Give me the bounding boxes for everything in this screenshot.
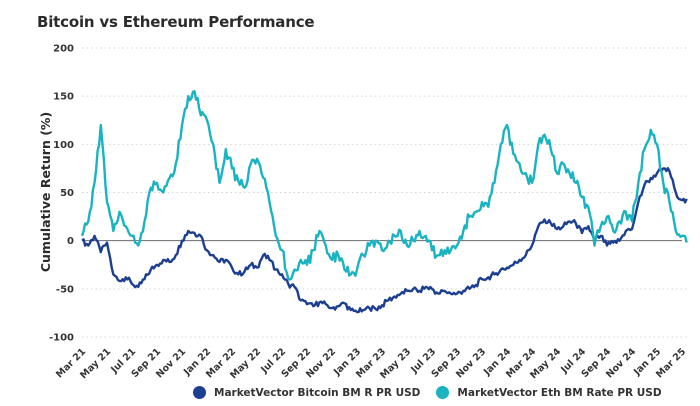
legend-swatch-ethereum xyxy=(436,386,450,399)
y-tick-label: 100 xyxy=(53,140,74,151)
series-line-ethereum xyxy=(80,90,688,281)
y-tick-label: -50 xyxy=(56,284,74,295)
legend-item-ethereum[interactable]: MarketVector Eth BM Rate PR USD xyxy=(436,386,662,399)
chart-title: Bitcoin vs Ethereum Performance xyxy=(37,13,315,31)
grid-lines xyxy=(82,47,688,338)
y-tick-label: 0 xyxy=(67,236,74,247)
y-tick-label: 150 xyxy=(53,92,74,103)
y-tick-label: 200 xyxy=(53,44,74,55)
y-tick-labels: 200 150 100 50 0 -50 -100 xyxy=(49,44,74,344)
legend-swatch-bitcoin xyxy=(193,386,206,399)
legend: MarketVector Bitcoin BM R PR USD MarketV… xyxy=(193,386,678,399)
series-line-bitcoin xyxy=(81,167,688,314)
legend-label-ethereum: MarketVector Eth BM Rate PR USD xyxy=(457,386,662,399)
series-lines xyxy=(80,90,688,314)
y-axis-label: Cumulative Return (%) xyxy=(38,112,53,272)
y-tick-label: 50 xyxy=(60,188,74,199)
y-tick-label: -100 xyxy=(49,333,74,344)
legend-item-bitcoin[interactable]: MarketVector Bitcoin BM R PR USD xyxy=(193,386,420,399)
legend-label-bitcoin: MarketVector Bitcoin BM R PR USD xyxy=(214,386,421,399)
